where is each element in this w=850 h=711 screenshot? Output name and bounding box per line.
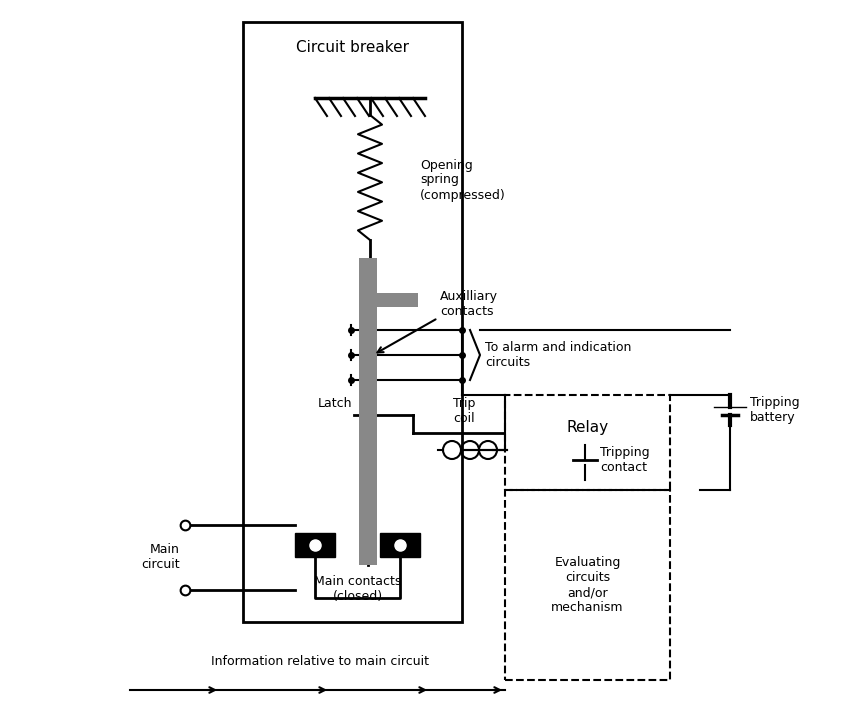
Text: Trip
coil: Trip coil [453, 397, 475, 425]
Text: Auxilliary
contacts: Auxilliary contacts [440, 290, 498, 318]
Text: Main
circuit: Main circuit [141, 543, 180, 571]
Polygon shape [359, 293, 418, 307]
Polygon shape [380, 533, 420, 557]
Text: Circuit breaker: Circuit breaker [296, 41, 409, 55]
Text: Latch: Latch [318, 397, 352, 410]
Text: Information relative to main circuit: Information relative to main circuit [211, 655, 429, 668]
Polygon shape [359, 258, 377, 565]
Polygon shape [295, 533, 335, 557]
Text: Opening
spring
(compressed): Opening spring (compressed) [420, 159, 506, 201]
Text: Main contacts
(closed): Main contacts (closed) [314, 575, 401, 603]
Text: To alarm and indication
circuits: To alarm and indication circuits [485, 341, 632, 369]
Text: Evaluating
circuits
and/or
mechanism: Evaluating circuits and/or mechanism [552, 556, 624, 614]
Text: Relay: Relay [566, 420, 609, 435]
Text: Tripping
contact: Tripping contact [600, 446, 649, 474]
Text: Tripping
battery: Tripping battery [750, 396, 800, 424]
